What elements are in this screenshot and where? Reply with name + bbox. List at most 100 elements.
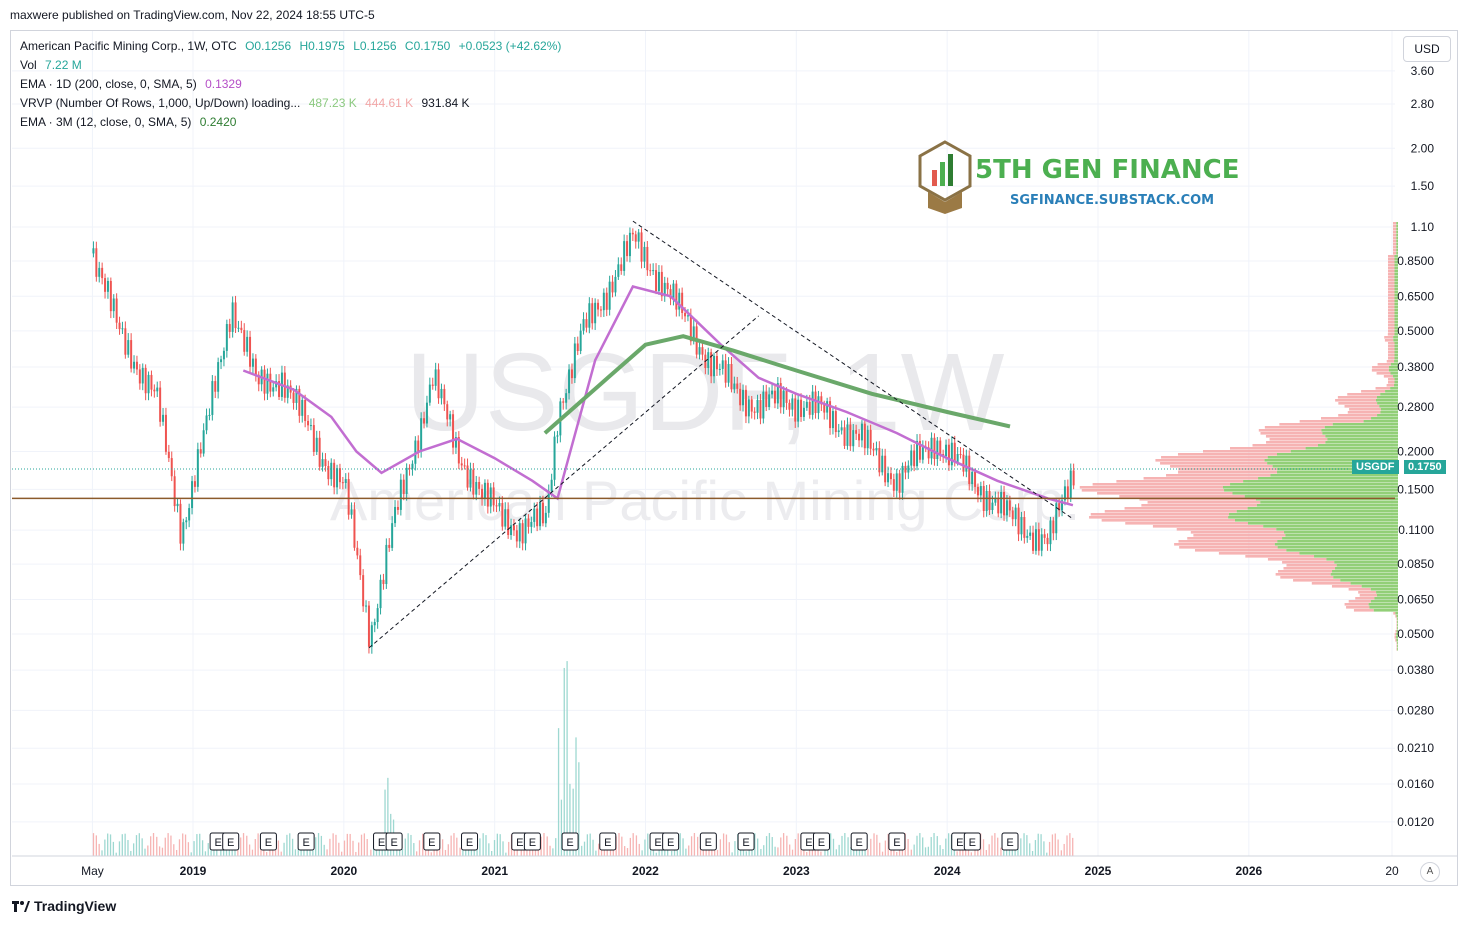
currency-button[interactable]: USD (1403, 36, 1451, 62)
candle-body (582, 319, 585, 331)
candle-body (266, 373, 269, 394)
volume-bar (1057, 839, 1059, 856)
chart-frame[interactable] (10, 30, 1458, 886)
candle-body (852, 430, 855, 447)
legend-h-label: H (299, 39, 309, 53)
profile-bar-down (1393, 228, 1397, 231)
profile-bar-up (1394, 273, 1398, 276)
profile-bar-up (1277, 471, 1398, 474)
profile-bar-up (1263, 525, 1398, 528)
volume-bar (401, 849, 404, 856)
profile-bar-up (1394, 348, 1398, 351)
candle-body (428, 384, 431, 403)
legend-low: 0.1256 (359, 39, 397, 53)
volume-bar (237, 847, 239, 856)
volume-bar (970, 852, 972, 856)
candle-body (817, 396, 820, 414)
volume-bar (450, 835, 452, 856)
candle-body (1040, 534, 1043, 551)
candle-body (95, 248, 98, 277)
candle-body (863, 423, 866, 449)
y-tick-label: 1.10 (1411, 220, 1435, 234)
volume-bar (441, 839, 444, 856)
volume-bar (479, 838, 481, 856)
candle-body (251, 358, 254, 367)
earnings-marker-label: E (856, 837, 863, 849)
profile-bar-down (1119, 495, 1245, 498)
profile-bar-up (1394, 300, 1398, 303)
candle-body (573, 343, 576, 379)
volume-bar (1060, 850, 1062, 856)
candle-body (304, 399, 307, 421)
candle-body (701, 347, 704, 355)
x-tick-label: 2019 (180, 864, 207, 878)
volume-bar (1034, 840, 1037, 856)
profile-bar-down (1393, 237, 1397, 240)
candle-body (475, 481, 478, 495)
legend-vrvp-row[interactable]: VRVP (Number Of Rows, 1,000, Up/Down) lo… (20, 94, 475, 113)
volume-bar (618, 833, 620, 856)
volume-bar (170, 835, 172, 856)
candle-body (672, 283, 675, 299)
y-tick-label: 2.00 (1411, 141, 1435, 155)
legend-volume-row[interactable]: Vol 7.22 M (20, 56, 87, 75)
candle-body (710, 352, 713, 377)
candle-body (628, 232, 631, 257)
candle-body (684, 312, 687, 317)
footer-brand[interactable]: TradingView (12, 898, 116, 914)
volume-bar (789, 844, 791, 856)
candle-body (521, 523, 524, 544)
profile-bar-down (1344, 405, 1380, 408)
volume-bar (919, 833, 921, 856)
profile-bar-down (1218, 552, 1300, 555)
earnings-marker-box (461, 832, 479, 851)
volume-bar (806, 852, 808, 856)
volume-bar (363, 833, 366, 856)
candle-body (205, 415, 208, 431)
candle-body (605, 292, 608, 310)
volume-bar (563, 667, 565, 856)
candle-body (1011, 510, 1014, 520)
candle-body (481, 488, 484, 499)
earnings-marker-box (888, 832, 906, 851)
volume-bar (175, 850, 178, 856)
legend-vrvp-total: 931.84 K (421, 96, 470, 110)
profile-bar-up (1394, 255, 1398, 258)
profile-bar-down (1282, 561, 1335, 564)
volume-bar (152, 833, 155, 856)
candle-body (660, 271, 663, 297)
volume-bar (725, 834, 728, 856)
legend-ema2-row[interactable]: EMA · 3M (12, close, 0, SMA, 5) 0.2420 (20, 113, 241, 132)
profile-bar-down (1170, 465, 1273, 468)
profile-bar-down (1335, 399, 1376, 402)
volume-bar (488, 843, 490, 856)
candle-body (652, 270, 655, 272)
candle-body (118, 322, 121, 330)
legend-ema1-row[interactable]: EMA · 1D (200, close, 0, SMA, 5) 0.1329 (20, 75, 247, 94)
volume-bar (702, 847, 704, 856)
profile-bar-down (1160, 462, 1268, 465)
volume-bar (982, 839, 985, 856)
candle-body (466, 465, 469, 488)
candle-body (547, 491, 550, 513)
profile-bar-up (1396, 630, 1398, 633)
profile-bar-up (1322, 432, 1398, 435)
profile-bar-up (1336, 564, 1398, 567)
candle-body (228, 324, 231, 332)
profile-bar-up (1394, 297, 1398, 300)
profile-bar-down (1299, 420, 1364, 423)
candle-body (875, 448, 878, 451)
auto-scale-button[interactable]: A (1420, 862, 1440, 882)
volume-profile (1079, 222, 1398, 651)
y-tick-label: 0.0160 (1397, 777, 1434, 791)
candle-body (460, 463, 463, 466)
candle-body (214, 381, 217, 392)
volume-bar (496, 833, 498, 856)
profile-bar-down (1388, 300, 1395, 303)
legend-high: 0.1975 (308, 39, 345, 53)
profile-bar-down (1395, 639, 1397, 642)
candle-body (892, 479, 895, 491)
x-tick-label: 2021 (481, 864, 508, 878)
volume-bar (881, 851, 884, 856)
